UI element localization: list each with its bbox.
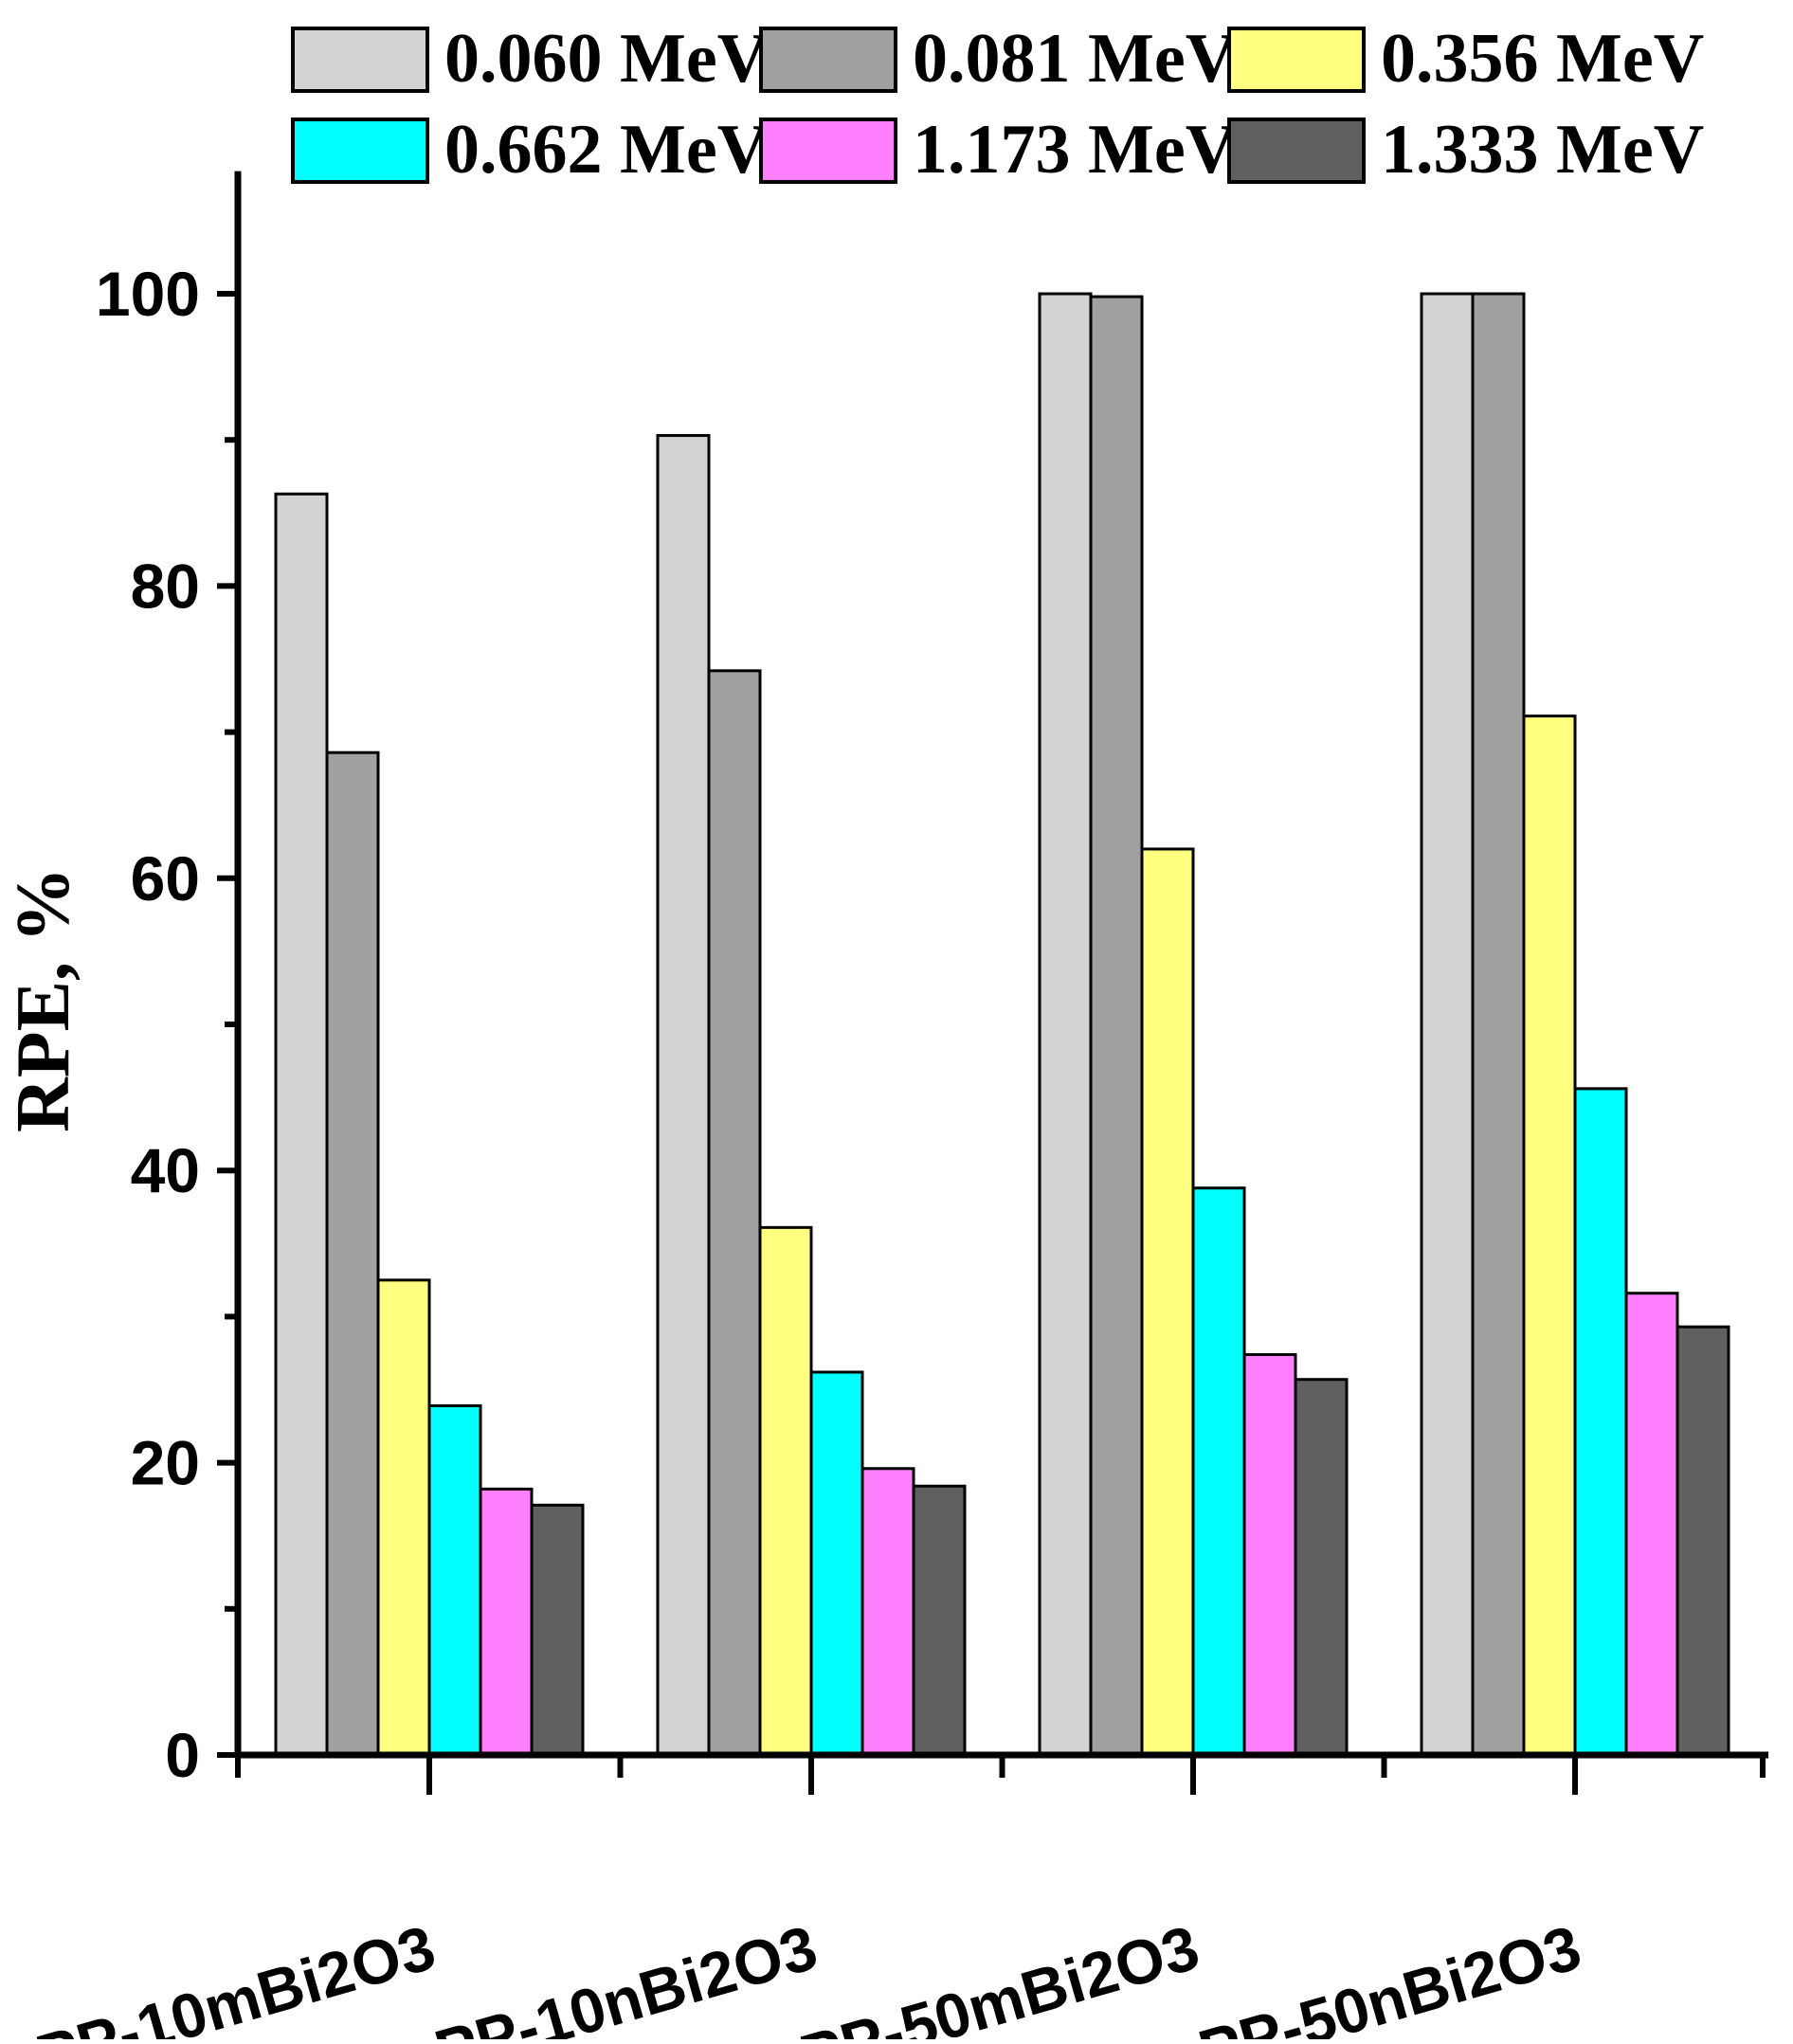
bar-2-1 — [656, 434, 711, 1757]
y-tick-label-80: 80 — [131, 551, 200, 621]
y-tick-label-0: 0 — [165, 1720, 200, 1790]
bar-2-3 — [758, 1225, 813, 1757]
y-tick-label-100: 100 — [96, 259, 200, 329]
x-tick-label-3: PP-50mBi2O3 — [792, 1911, 1206, 2039]
bar-3-4 — [1191, 1186, 1246, 1757]
bar-3-1 — [1038, 292, 1093, 1757]
legend-label-5: 1.173 MeV — [913, 111, 1236, 189]
bar-1-5 — [479, 1487, 534, 1757]
bar-1-1 — [274, 492, 329, 1757]
legend-swatch-1 — [291, 27, 429, 93]
bar-4-5 — [1624, 1292, 1679, 1757]
bar-4-6 — [1675, 1325, 1730, 1757]
legend-label-6: 1.333 MeV — [1381, 111, 1704, 189]
bar-2-5 — [860, 1467, 915, 1757]
bar-2-2 — [707, 669, 762, 1757]
legend-swatch-2 — [759, 27, 897, 93]
bar-1-3 — [376, 1278, 431, 1757]
bar-4-1 — [1420, 292, 1475, 1757]
bar-3-3 — [1140, 847, 1195, 1757]
x-tick-label-4: PP-50nBi2O3 — [1191, 1911, 1588, 2039]
x-tick-label-2: PP-10nBi2O3 — [427, 1911, 824, 2039]
legend-label-4: 0.662 MeV — [444, 111, 768, 189]
bars-layer — [274, 292, 1730, 1757]
legend-swatch-4 — [291, 118, 429, 184]
legend-label-3: 0.356 MeV — [1381, 20, 1704, 98]
bar-1-6 — [530, 1503, 585, 1757]
legend-swatch-5 — [759, 118, 897, 184]
y-axis-title: RPE, % — [2, 867, 85, 1132]
bar-1-2 — [325, 751, 380, 1757]
bar-3-5 — [1242, 1352, 1297, 1757]
legend-label-2: 0.081 MeV — [913, 20, 1236, 98]
bar-3-2 — [1089, 295, 1144, 1757]
legend-label-1: 0.060 MeV — [444, 20, 768, 98]
y-tick-label-40: 40 — [131, 1135, 200, 1205]
bar-4-3 — [1522, 714, 1577, 1757]
bar-4-4 — [1573, 1087, 1628, 1757]
legend-swatch-6 — [1227, 118, 1366, 184]
bar-1-4 — [427, 1403, 482, 1757]
legend-swatch-3 — [1227, 27, 1366, 93]
legend: 0.060 MeV 0.081 MeV 0.356 MeV 0.662 MeV 1.17… — [291, 20, 1704, 189]
y-tick-label-20: 20 — [131, 1428, 200, 1498]
bar-3-6 — [1294, 1378, 1349, 1757]
x-tick-label-1: PP-10mBi2O3 — [28, 1911, 443, 2039]
bar-2-6 — [912, 1484, 967, 1757]
bar-4-2 — [1471, 292, 1526, 1757]
bar-2-4 — [809, 1370, 864, 1757]
y-tick-label-60: 60 — [131, 843, 200, 913]
